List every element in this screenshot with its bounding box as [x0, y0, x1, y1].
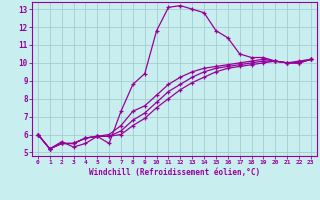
X-axis label: Windchill (Refroidissement éolien,°C): Windchill (Refroidissement éolien,°C): [89, 168, 260, 177]
